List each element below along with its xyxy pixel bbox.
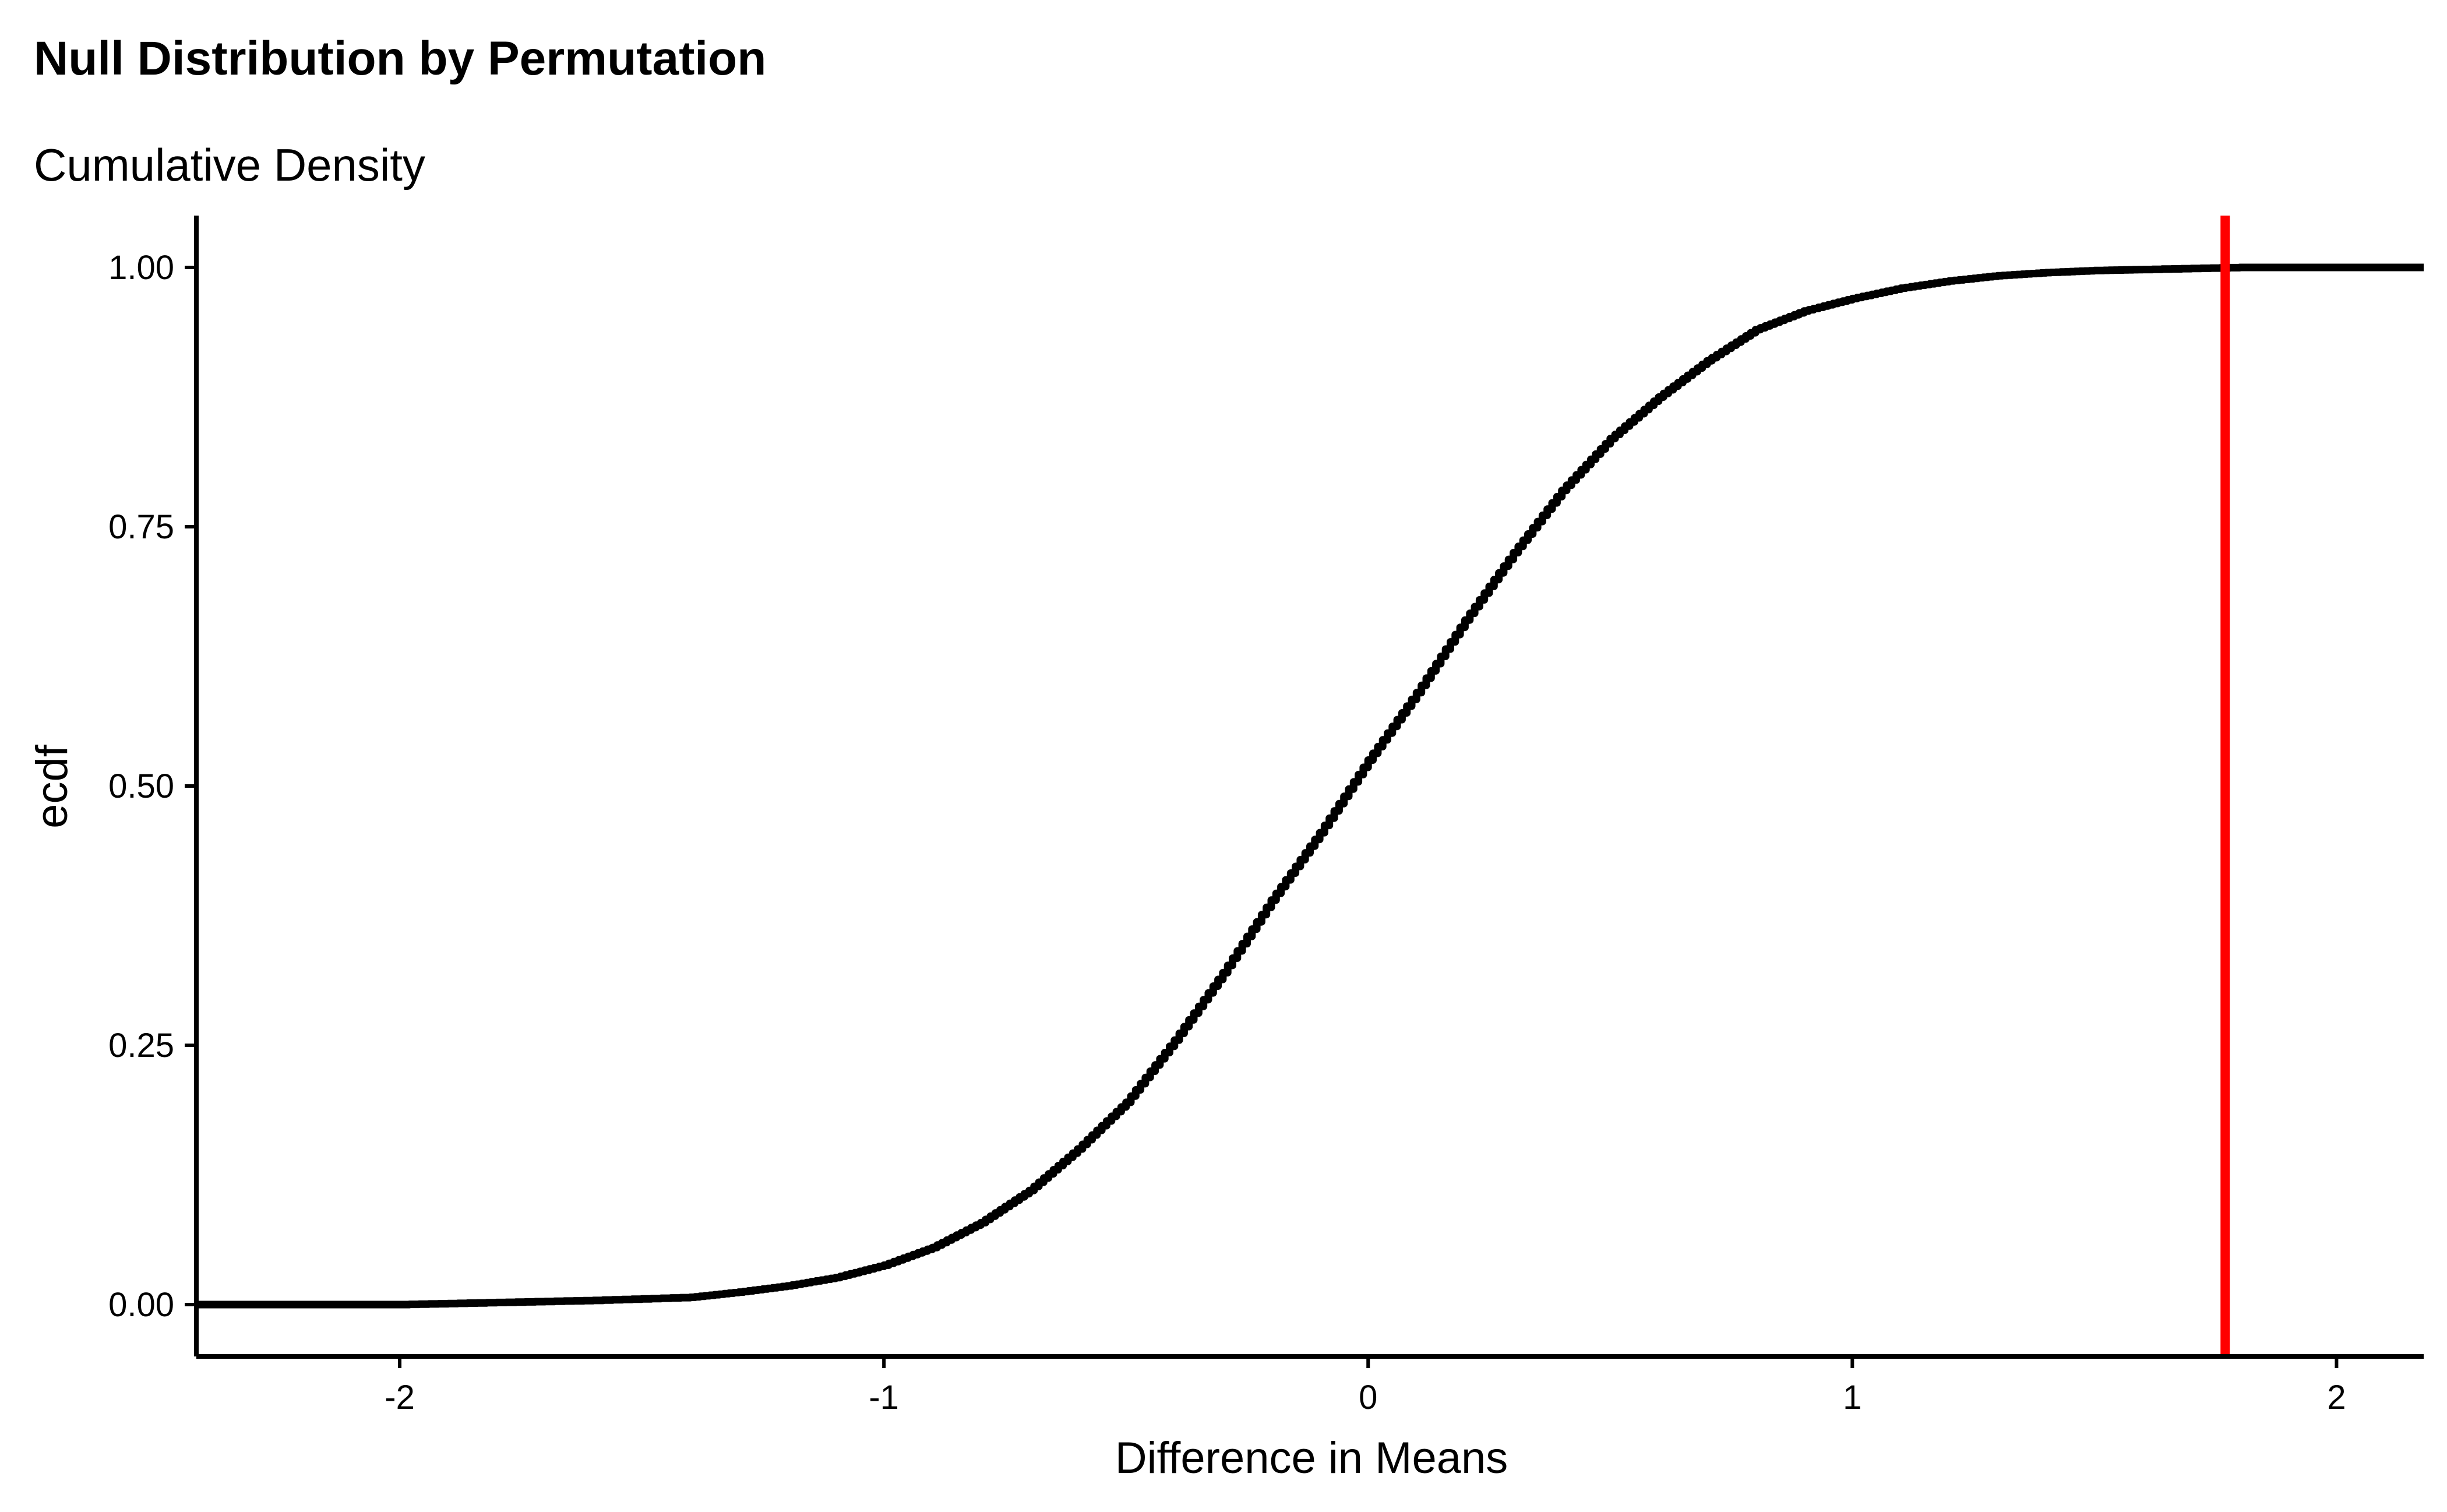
x-tick-label: -1	[869, 1379, 899, 1416]
plot-area	[196, 216, 2424, 1356]
x-axis-title: Difference in Means	[1115, 1433, 1508, 1483]
x-tick-label: 2	[2327, 1379, 2346, 1416]
x-tick-label: 0	[1359, 1379, 1377, 1416]
x-tick-label: 1	[1843, 1379, 1861, 1416]
x-tick-label: -2	[385, 1379, 415, 1416]
y-tick-label: 0.50	[108, 767, 174, 805]
y-tick-label: 0.25	[108, 1027, 174, 1065]
y-tick-label: 1.00	[108, 249, 174, 287]
chart-title: Null Distribution by Permutation	[34, 32, 766, 85]
chart-subtitle: Cumulative Density	[34, 139, 425, 191]
y-tick-label: 0.00	[108, 1286, 174, 1324]
x-axis: -2 -1 0 1 2	[196, 1354, 2424, 1416]
y-axis-title: ecdf	[27, 744, 77, 829]
y-axis: 0.00 0.25 0.50 0.75 1.00	[108, 216, 199, 1356]
ecdf-line	[196, 263, 2424, 1309]
y-tick-label: 0.75	[108, 508, 174, 546]
